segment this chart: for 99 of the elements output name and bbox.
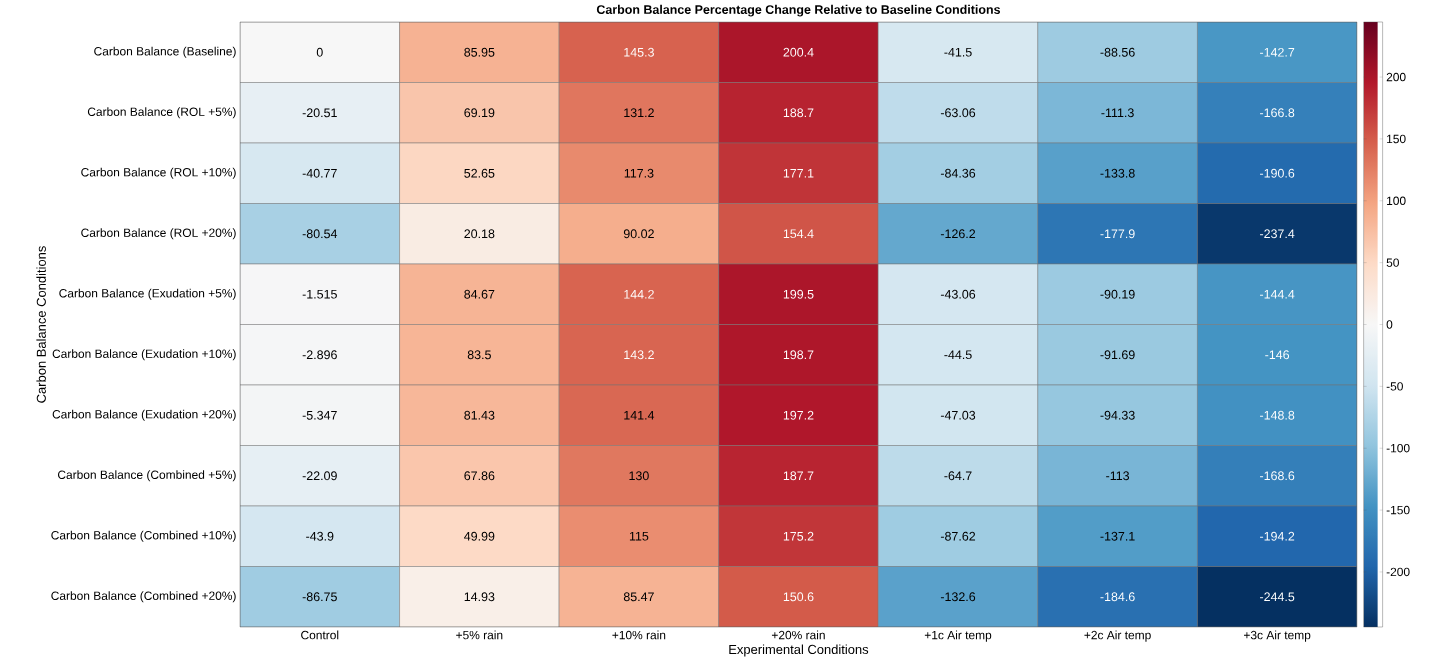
data-label: 117.3 (624, 168, 654, 178)
data-label: -194.2 (1260, 531, 1295, 541)
data-label: 187.7 (783, 471, 814, 481)
y-tick-label: Carbon Balance (Combined +10%) (51, 530, 236, 542)
data-label: -148.8 (1260, 410, 1295, 420)
data-label: 175.2 (783, 531, 814, 541)
data-label: 69.19 (464, 108, 495, 118)
data-label: 177.1 (783, 168, 814, 178)
x-tick-label: +1c Air temp (924, 630, 992, 642)
color-bar-label: -150 (1386, 505, 1410, 515)
y-tick-label: Carbon Balance (Exudation +20%) (52, 409, 236, 421)
data-label: 83.5 (467, 350, 491, 360)
color-bar-label: 0 (1386, 320, 1393, 329)
data-label: -132.6 (940, 592, 976, 602)
data-label: -88.56 (1100, 47, 1135, 57)
data-label: -40.77 (302, 168, 337, 178)
data-label: 130 (629, 471, 649, 481)
data-label: -80.54 (302, 229, 338, 239)
x-tick-label: Control (301, 630, 339, 640)
data-label: 200.4 (783, 47, 814, 57)
data-label: -20.51 (302, 108, 337, 118)
data-label: 85.95 (464, 47, 495, 57)
data-label: -87.62 (940, 531, 976, 541)
data-label: -166.8 (1260, 108, 1295, 118)
data-label: -63.06 (940, 108, 976, 118)
data-label: 145.3 (624, 47, 654, 57)
data-label: -133.8 (1100, 168, 1135, 178)
data-label: 188.7 (783, 108, 814, 118)
data-label: 199.5 (783, 289, 814, 299)
x-tick-label: +2c Air temp (1084, 630, 1151, 642)
data-label: 131.2 (624, 108, 654, 118)
data-label: -5.347 (302, 410, 337, 420)
data-label: -43.06 (940, 289, 976, 299)
x-tick-label: +3c Air temp (1244, 630, 1311, 642)
data-label: -137.1 (1100, 531, 1135, 541)
data-label: -44.5 (944, 350, 972, 360)
data-label: 85.47 (623, 592, 654, 602)
y-tick-label: Carbon Balance (Combined +5%) (57, 470, 236, 482)
color-bar-label: -50 (1386, 382, 1403, 391)
data-label: 198.7 (783, 350, 814, 360)
data-label: 20.18 (464, 229, 495, 239)
color-bar-label: -200 (1386, 567, 1410, 577)
y-tick-label: Carbon Balance (Exudation +10%) (52, 349, 236, 361)
data-label: -111.3 (1101, 108, 1134, 118)
data-label: 150.6 (783, 592, 814, 602)
data-label: -2.896 (302, 350, 337, 360)
data-label: -84.36 (940, 168, 976, 178)
data-label: -142.7 (1260, 47, 1295, 57)
data-label: 49.99 (464, 531, 495, 541)
data-label: 141.4 (624, 410, 655, 420)
data-label: -126.2 (940, 229, 976, 239)
y-tick-label: Carbon Balance (Combined +20%) (51, 591, 236, 603)
data-label: -1.515 (302, 289, 337, 299)
data-label: -144.4 (1260, 289, 1295, 299)
y-tick-label: Carbon Balance (Exudation +5%) (59, 288, 236, 300)
data-label: -237.4 (1260, 229, 1295, 239)
data-label: -94.33 (1100, 410, 1135, 420)
data-label: 144.2 (624, 289, 654, 299)
data-label: 197.2 (783, 410, 814, 420)
y-tick-label: Carbon Balance (ROL +20%) (81, 228, 236, 240)
data-label: -43.9 (306, 531, 334, 541)
x-tick-label: +5% rain (456, 630, 503, 640)
data-label: -168.6 (1260, 471, 1295, 481)
y-tick-label: Carbon Balance (ROL +10%) (81, 167, 236, 179)
data-label: 90.02 (623, 229, 654, 239)
data-label: -146 (1265, 350, 1290, 360)
data-label: -64.7 (944, 471, 972, 481)
data-label: 81.43 (464, 410, 495, 420)
y-tick-label: Carbon Balance (ROL +5%) (87, 107, 236, 119)
data-label: 154.4 (783, 229, 814, 239)
color-bar-label: -100 (1386, 443, 1410, 453)
data-label: -41.5 (944, 47, 972, 57)
data-label: 52.65 (464, 168, 495, 178)
color-bar-label: 150 (1387, 134, 1406, 144)
data-label: 115 (629, 531, 649, 541)
data-label: -91.69 (1100, 350, 1135, 360)
data-label: 143.2 (624, 350, 654, 360)
x-tick-label: +10% rain (612, 630, 666, 640)
data-label: -47.03 (940, 410, 976, 420)
data-label: -86.75 (302, 592, 337, 602)
chart-title: Carbon Balance Percentage Change Relative to Baseline Conditions (596, 4, 1001, 17)
data-label: -113 (1106, 471, 1130, 481)
data-label: 67.86 (464, 471, 495, 481)
data-label: -244.5 (1260, 592, 1295, 602)
data-label: -190.6 (1260, 168, 1295, 178)
data-label: -90.19 (1100, 289, 1135, 299)
data-label: 84.67 (464, 289, 495, 299)
color-bar-label: 100 (1387, 196, 1406, 205)
data-label: 14.93 (464, 592, 495, 602)
y-axis-title: Carbon Balance Conditions (36, 246, 46, 403)
x-tick-label: +20% rain (771, 630, 825, 640)
color-bar-label: 200 (1386, 72, 1406, 82)
data-label: 0 (316, 47, 323, 57)
data-label: -177.9 (1100, 229, 1135, 239)
data-label: -22.09 (302, 471, 337, 481)
data-label: -184.6 (1100, 592, 1135, 602)
y-tick-label: Carbon Balance (Baseline) (94, 46, 236, 58)
color-bar-label: 50 (1386, 258, 1399, 267)
x-axis-title: Experimental Conditions (729, 644, 869, 657)
